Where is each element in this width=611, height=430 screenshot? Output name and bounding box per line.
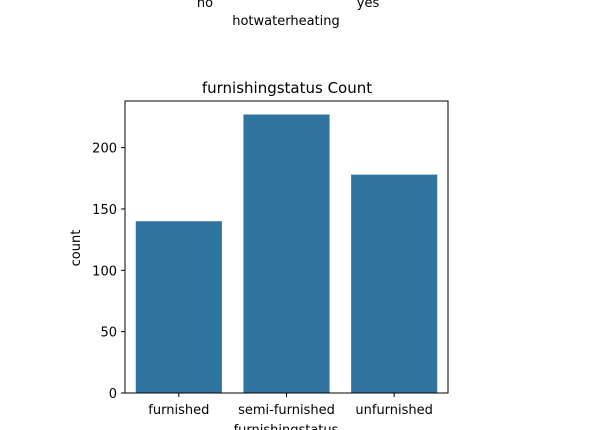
- x-tick-label-furnished: furnished: [148, 403, 209, 418]
- chart-title: furnishingstatus Count: [202, 79, 372, 97]
- x-axis: furnished semi-furnished unfurnished: [148, 393, 433, 418]
- y-tick-label-0: 0: [109, 387, 117, 402]
- bar-furnished: [135, 221, 222, 393]
- previous-chart-fragment: no yes hotwaterheating: [197, 0, 380, 29]
- y-axis: 0 50 100 150 200: [92, 142, 125, 402]
- y-axis-label: count: [69, 230, 84, 267]
- prev-tick-label-yes: yes: [357, 0, 380, 11]
- chart: furnishingstatus Count 0 50 100 150 200 furn…: [69, 79, 449, 430]
- y-tick-label-50: 50: [100, 326, 117, 341]
- y-tick-label-100: 100: [92, 264, 117, 279]
- x-tick-label-semi-furnished: semi-furnished: [238, 403, 335, 418]
- y-tick-label-200: 200: [92, 142, 117, 157]
- y-tick-label-150: 150: [92, 203, 117, 218]
- bar-unfurnished: [351, 174, 438, 393]
- bars-group: [135, 114, 438, 394]
- x-tick-label-unfurnished: unfurnished: [355, 403, 433, 418]
- prev-tick-label-no: no: [197, 0, 213, 11]
- bar-semi-furnished: [243, 114, 330, 394]
- prev-x-axis-label: hotwaterheating: [232, 14, 340, 29]
- x-axis-label: furnishingstatus: [234, 423, 339, 430]
- plot-frame: [124, 100, 449, 394]
